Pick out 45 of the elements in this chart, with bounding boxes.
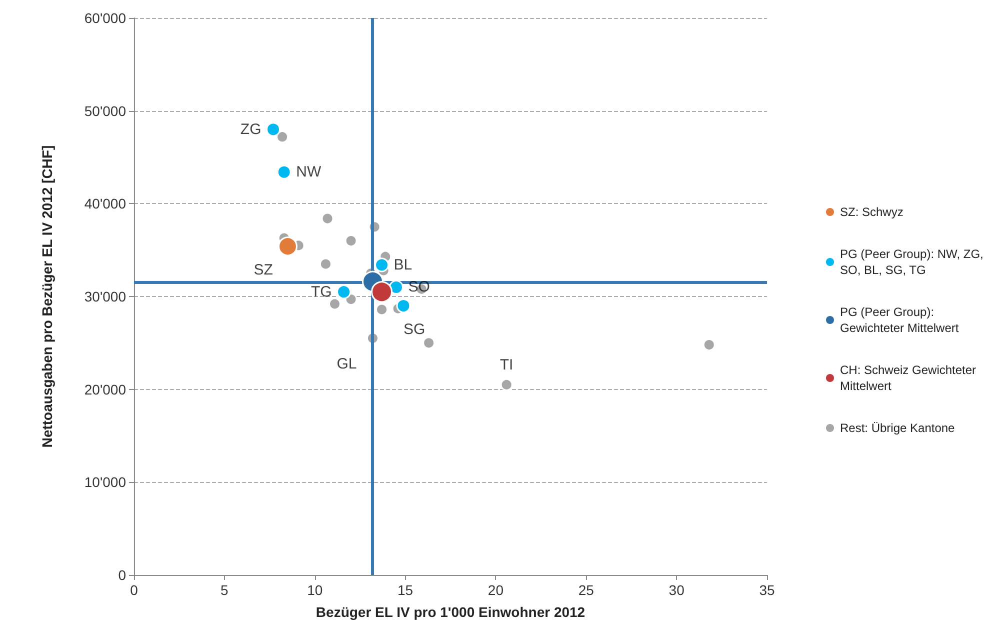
legend-label: Rest: Übrige Kantone <box>840 421 956 435</box>
y-tick-label: 0 <box>118 567 126 583</box>
y-tick-label: 50'000 <box>84 102 126 119</box>
point <box>278 236 298 256</box>
annotation: ZG <box>240 120 262 138</box>
y-tick-label: 20'000 <box>84 381 126 398</box>
x-tick-label: 5 <box>220 582 229 598</box>
point <box>396 298 411 314</box>
y-tick-label: 40'000 <box>84 196 126 212</box>
x-axis-title: Bezüger EL IV pro 1'000 Einwohner 2012 <box>316 604 586 620</box>
annotation: GL <box>336 355 357 372</box>
x-tick-label: 25 <box>578 582 594 598</box>
point <box>276 130 289 144</box>
x-tick-label: 10 <box>307 582 323 598</box>
point <box>276 164 292 180</box>
legend-label: CH: Schweiz Gewichteter Mittelwert <box>840 363 980 393</box>
annotation: SO <box>408 278 430 296</box>
legend-label: PG (Peer Group): Gewichteter Mittelwert <box>840 305 960 335</box>
x-tick-label: 15 <box>397 582 414 598</box>
x-tick-label: 20 <box>488 582 504 598</box>
y-axis-title: Nettoausgaben pro Bezüger EL IV 2012 [CHF] <box>39 145 55 448</box>
point <box>266 122 281 137</box>
point <box>374 258 390 272</box>
legend-label: PG (Peer Group): NW, ZG, SO, BL, SG, TG <box>840 247 987 277</box>
point <box>500 378 513 391</box>
point <box>336 284 352 300</box>
point <box>371 281 393 303</box>
y-tick-label: 30'000 <box>84 288 126 304</box>
point <box>389 280 404 294</box>
annotation: BL <box>394 256 412 274</box>
annotation: SG <box>403 320 426 338</box>
y-tick-label: 60'000 <box>84 10 126 26</box>
point <box>702 338 716 352</box>
annotation: TI <box>500 356 514 374</box>
y-tick-label: 10'000 <box>84 474 126 490</box>
x-tick-label: 35 <box>759 582 775 598</box>
point <box>344 234 358 248</box>
x-tick-label: 30 <box>668 582 685 598</box>
annotation: NW <box>296 164 322 181</box>
annotation: SZ <box>254 261 273 278</box>
annotation: TG <box>310 283 332 300</box>
point <box>328 298 341 310</box>
legend-label: SZ: Schwyz <box>840 205 904 219</box>
point <box>321 212 334 225</box>
x-tick-label: 0 <box>130 582 138 598</box>
